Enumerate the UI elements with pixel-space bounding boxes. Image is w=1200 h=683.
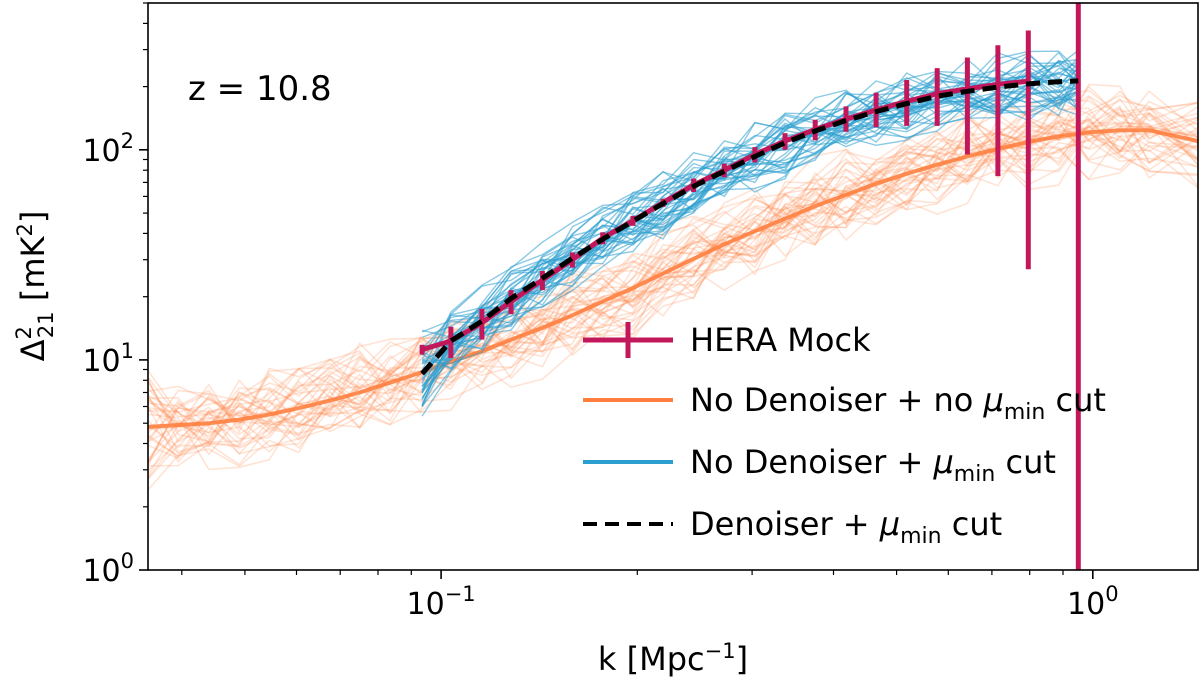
orange-series-realization	[148, 105, 1198, 472]
blue-series-realization	[421, 73, 1079, 365]
orange-series-realization	[148, 120, 1198, 444]
legend-orange-label: No Denoiser + no μmin cut	[690, 381, 1106, 425]
legend-hera-label: HERA Mock	[690, 321, 871, 359]
legend: HERA Mock No Denoiser + no μmin cut No D…	[583, 321, 1106, 549]
orange-series-realization	[148, 100, 1198, 443]
y-tick-label: 100	[82, 549, 134, 589]
y-axis-label: Δ221 [mK2]	[12, 211, 58, 362]
orange-series-realization	[148, 114, 1198, 467]
orange-series-realization	[148, 126, 1198, 463]
orange-series-realization	[148, 90, 1198, 435]
orange-series-realization	[148, 132, 1198, 453]
y-tick-label: 102	[82, 129, 134, 169]
plot-frame	[147, 2, 1199, 571]
orange-series-realization	[148, 95, 1198, 423]
orange-series-realization	[148, 108, 1198, 448]
orange-series-realization	[148, 105, 1198, 455]
blue-series-realization	[421, 89, 1079, 391]
orange-series-realization	[148, 97, 1198, 413]
legend-denoiser-label: Denoiser + μmin cut	[690, 505, 1002, 549]
orange-series-realization	[148, 134, 1198, 491]
orange-series-realization	[148, 100, 1198, 445]
orange-series-realization	[148, 118, 1198, 463]
orange-series-realization	[148, 99, 1198, 433]
orange-series-realization	[148, 131, 1198, 456]
legend-item-orange: No Denoiser + no μmin cut	[583, 381, 1106, 425]
x-tick-label: 100	[1067, 582, 1119, 622]
orange-series-realization	[148, 94, 1198, 418]
orange-series-realization	[148, 113, 1198, 441]
legend-item-denoiser: Denoiser + μmin cut	[583, 505, 1002, 549]
legend-item-blue: No Denoiser + μmin cut	[583, 443, 1056, 487]
orange-series-realization	[148, 121, 1198, 458]
orange-series-realization	[148, 89, 1198, 434]
x-axis-label: k [Mpc−1]	[598, 639, 748, 678]
legend-item-hera: HERA Mock	[583, 321, 871, 359]
legend-blue-label: No Denoiser + μmin cut	[690, 443, 1056, 487]
orange-series-realization	[148, 83, 1198, 435]
orange-series-realization	[148, 99, 1198, 428]
orange-series-realization	[148, 107, 1198, 461]
orange-series-realization	[148, 123, 1198, 460]
redshift-annotation: z = 10.8	[188, 69, 332, 109]
denoiser-line	[420, 78, 1079, 376]
orange-series-realization	[148, 132, 1198, 464]
orange-series-realization	[148, 121, 1198, 471]
y-tick-label: 101	[82, 339, 134, 379]
axis-ticks: 10−1 100 100 101 102	[82, 2, 1119, 622]
series-layer	[148, 3, 1198, 570]
orange-series-mean	[148, 128, 1198, 429]
x-tick-label: 10−1	[407, 582, 476, 622]
